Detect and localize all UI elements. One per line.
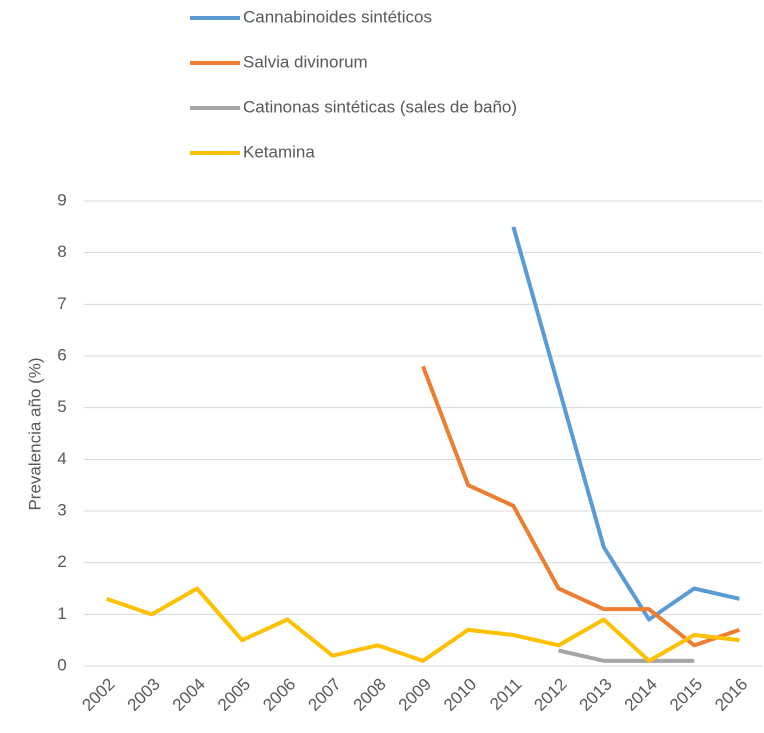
y-tick-label: 0	[57, 655, 66, 674]
series-line	[105, 586, 740, 663]
x-tick-label: 2013	[576, 675, 616, 715]
x-tick-label: 2003	[124, 675, 164, 715]
y-tick-label: 9	[57, 190, 66, 209]
series-line	[558, 648, 695, 663]
y-tick-label: 5	[57, 397, 66, 416]
series-line	[421, 365, 741, 648]
x-tick-label: 2008	[350, 675, 390, 715]
y-tick-label: 2	[57, 552, 66, 571]
x-tick-label: 2016	[711, 675, 751, 715]
legend-label: Catinonas sintéticas (sales de baño)	[243, 97, 517, 116]
y-tick-label: 3	[57, 500, 66, 519]
x-tick-label: 2015	[666, 675, 706, 715]
x-tick-label: 2007	[304, 675, 344, 715]
x-tick-label: 2012	[530, 675, 570, 715]
x-tick-label: 2006	[259, 675, 299, 715]
y-axis-label: Prevalencia año (%)	[25, 357, 44, 510]
y-tick-label: 6	[57, 345, 66, 364]
y-tick-label: 7	[57, 294, 66, 313]
legend-label: Salvia divinorum	[243, 52, 368, 71]
x-tick-label: 2014	[621, 675, 661, 715]
series-line	[511, 226, 740, 622]
y-tick-label: 8	[57, 242, 66, 261]
x-tick-label: 2004	[169, 675, 209, 715]
x-tick-label: 2005	[214, 675, 254, 715]
legend-label: Ketamina	[243, 142, 315, 161]
y-tick-label: 1	[57, 604, 66, 623]
y-tick-label: 4	[57, 449, 66, 468]
x-tick-label: 2011	[486, 675, 525, 714]
x-tick-label: 2010	[440, 675, 480, 715]
legend-label: Cannabinoides sintéticos	[243, 7, 432, 26]
x-tick-label: 2009	[395, 675, 435, 715]
x-tick-label: 2002	[78, 675, 118, 715]
